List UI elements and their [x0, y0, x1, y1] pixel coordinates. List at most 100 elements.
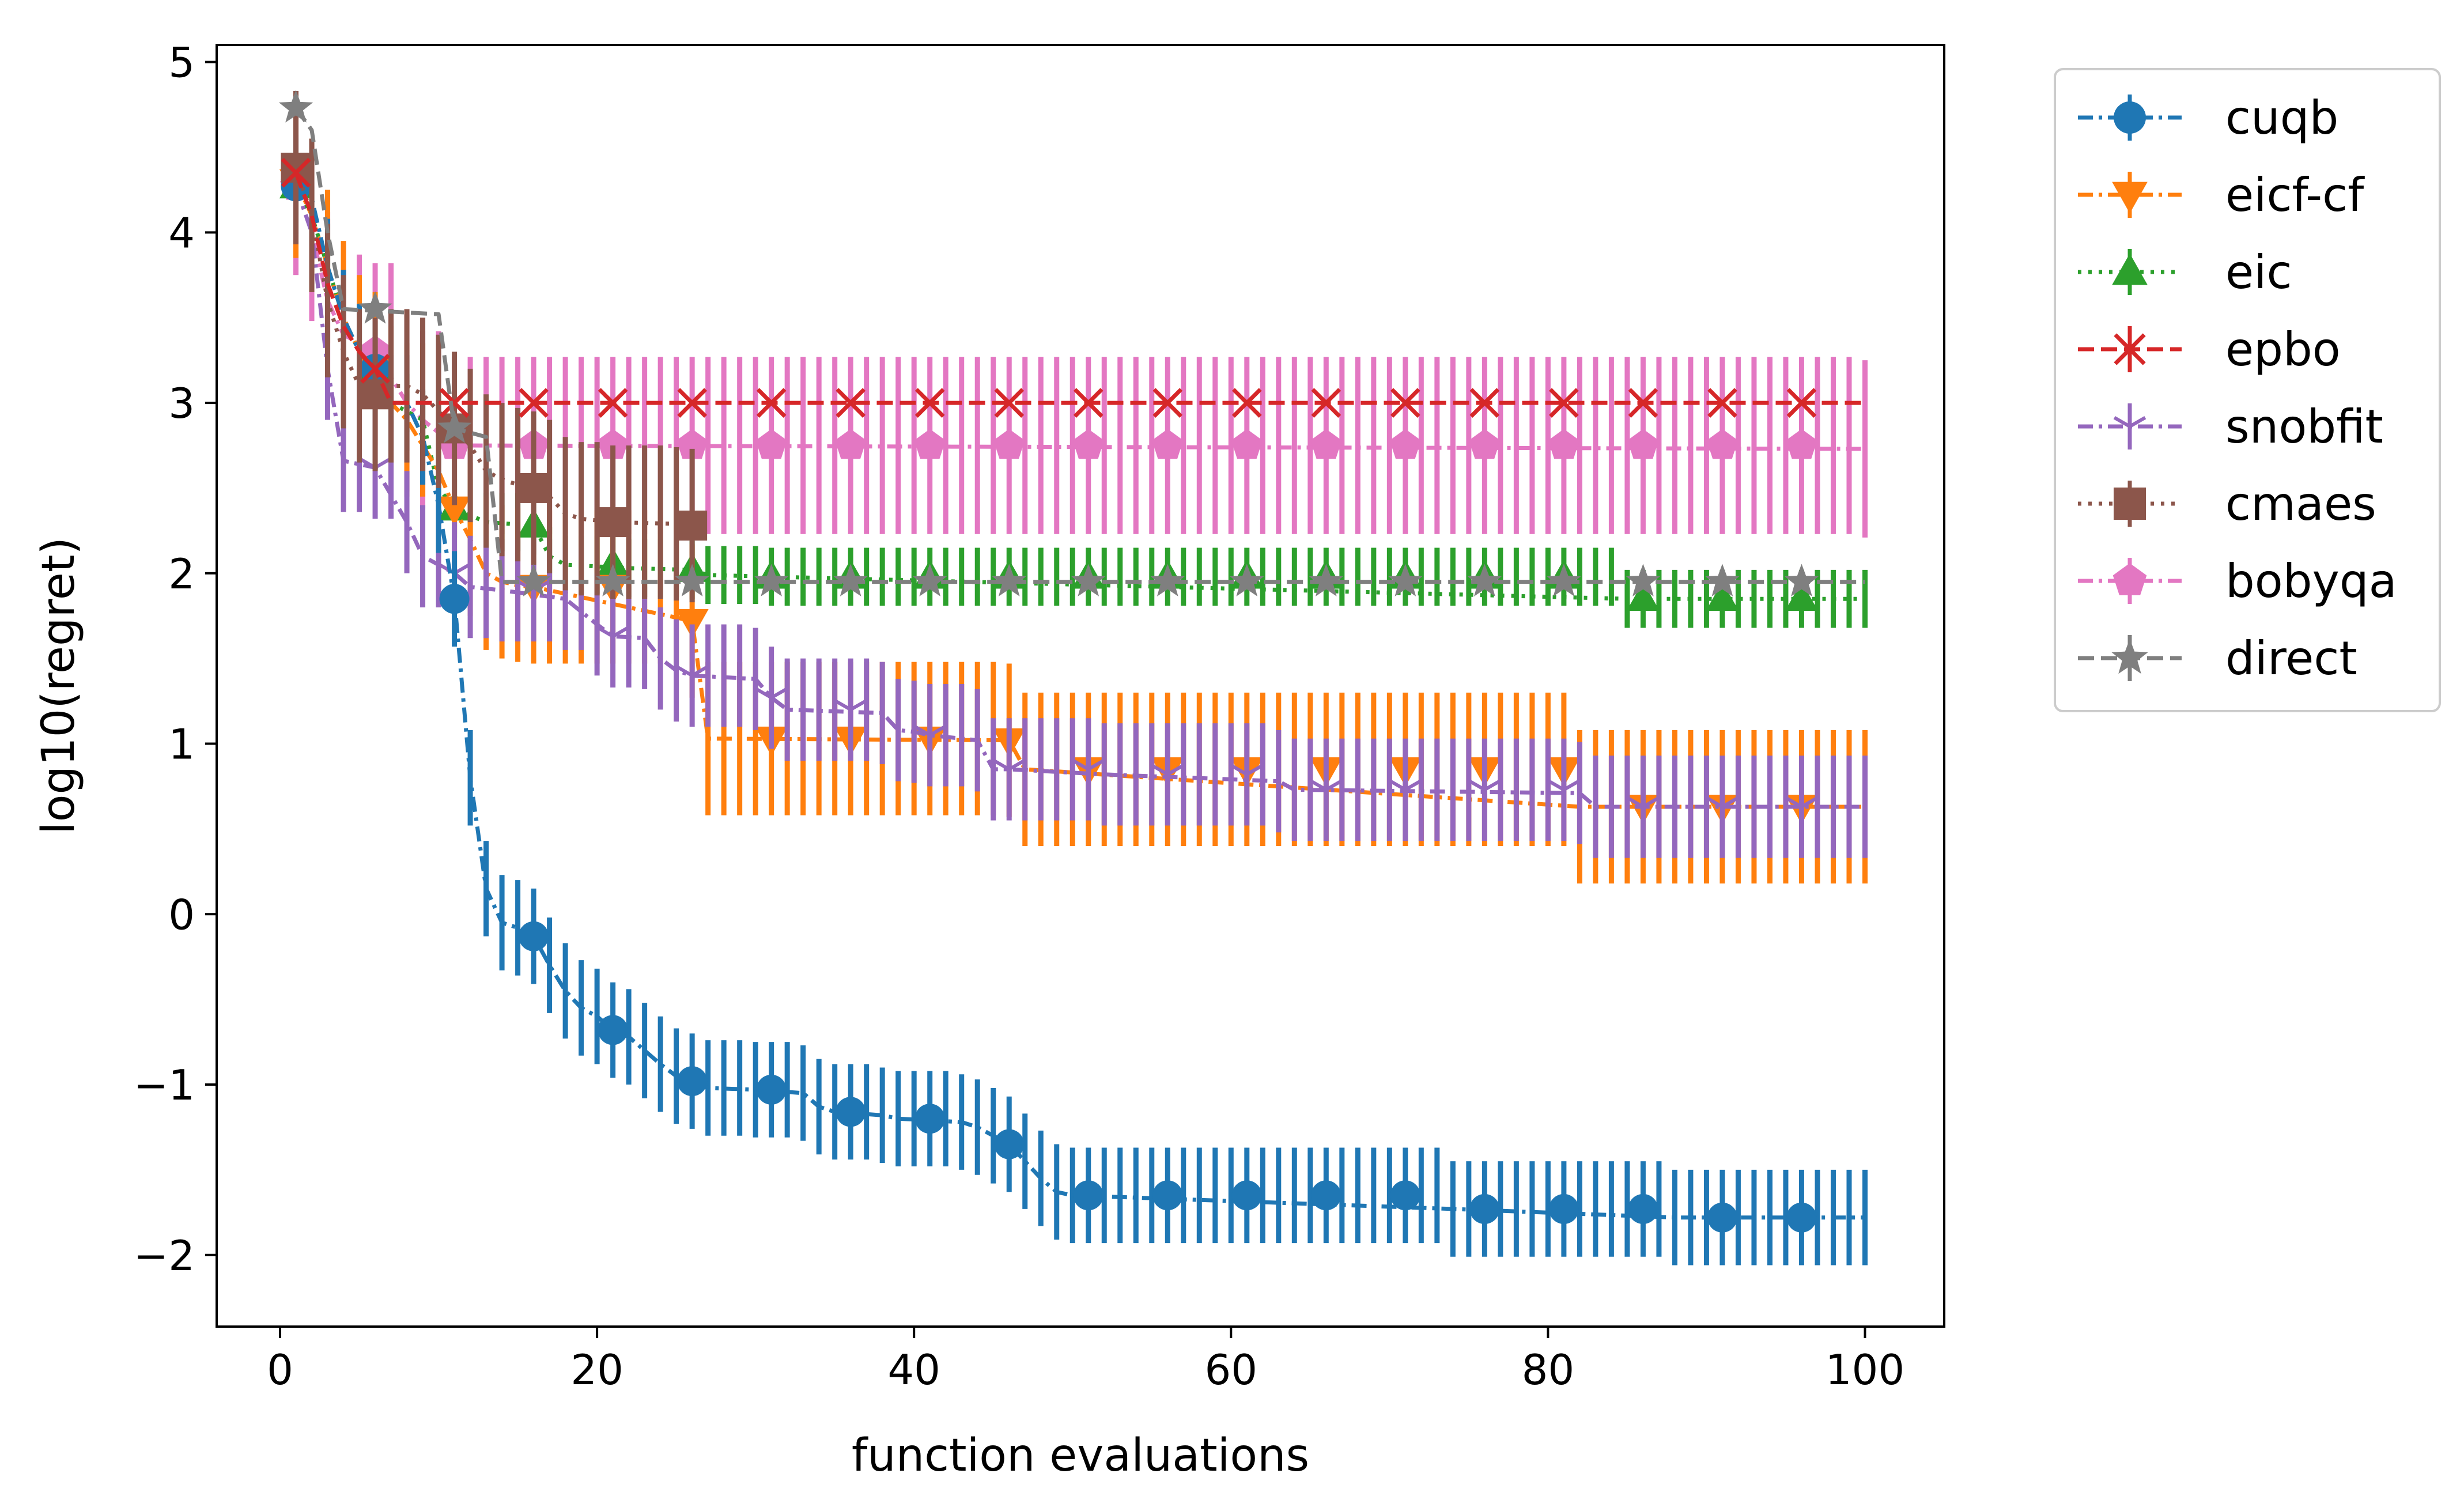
data-point-direct — [1071, 564, 1106, 596]
x-tick-label: 20 — [570, 1346, 623, 1394]
data-point-cuqb — [756, 1074, 787, 1105]
data-point-cuqb — [1073, 1180, 1103, 1211]
legend-marker — [2114, 488, 2146, 520]
data-point-epbo — [1786, 388, 1817, 418]
markers-cmaes — [281, 152, 708, 541]
x-axis-label: function evaluations — [852, 1430, 1309, 1482]
data-point-bobyqa — [834, 429, 867, 459]
data-point-epbo — [1311, 388, 1341, 418]
data-point-epbo — [836, 388, 866, 418]
data-point-epbo — [1469, 388, 1500, 418]
series-cuqb — [281, 138, 1868, 1266]
legend-label: cmaes — [2225, 477, 2376, 531]
series-line-epbo — [294, 172, 1865, 405]
legend: cuqb eicf-cf eic epbo snobfit cmaes bobyqa dire… — [2054, 68, 2441, 712]
data-point-snobfit — [914, 725, 946, 752]
data-point-eic — [1626, 581, 1660, 611]
data-point-cuqb — [519, 921, 549, 951]
data-point-epbo — [1231, 388, 1262, 418]
y-tick-label: 0 — [168, 890, 195, 939]
x-tick-label: 40 — [887, 1346, 940, 1394]
data-point-epbo — [677, 388, 708, 418]
data-point-direct — [913, 564, 947, 596]
data-point-epbo — [439, 388, 470, 418]
data-point-cuqb — [1469, 1193, 1500, 1224]
data-point-cuqb — [598, 1015, 628, 1045]
legend-label: eic — [2225, 245, 2292, 299]
data-point-epbo — [281, 157, 311, 188]
x-tick-label: 80 — [1522, 1346, 1575, 1394]
legend-label: eicf-cf — [2225, 168, 2365, 222]
data-point-cuqb — [677, 1066, 708, 1097]
data-point-direct — [1467, 564, 1502, 596]
data-point-epbo — [756, 388, 787, 418]
legend-label: direct — [2225, 632, 2357, 685]
legend-entry-snobfit: snobfit — [2078, 400, 2383, 454]
data-point-eic — [1706, 581, 1739, 611]
data-point-direct — [1784, 564, 1819, 596]
data-point-direct — [675, 564, 709, 596]
data-point-bobyqa — [1548, 429, 1580, 459]
data-point-cuqb — [1152, 1180, 1183, 1211]
data-point-epbo — [1549, 388, 1579, 418]
data-point-snobfit — [835, 700, 866, 726]
markers-snobfit — [281, 176, 1817, 824]
data-point-bobyqa — [676, 429, 708, 459]
data-point-snobfit — [1310, 780, 1341, 806]
y-axis-label: log10(regret) — [33, 537, 85, 834]
y-tick-label: 3 — [168, 379, 195, 428]
data-point-bobyqa — [1231, 429, 1263, 459]
error-bars-cuqb — [293, 138, 1868, 1266]
legend-entry-cuqb: cuqb — [2078, 91, 2338, 145]
data-point-bobyqa — [1469, 429, 1501, 459]
data-point-bobyqa — [1627, 429, 1659, 459]
data-point-direct — [1388, 564, 1423, 596]
data-point-epbo — [1628, 388, 1658, 418]
data-point-direct — [278, 90, 313, 123]
data-point-direct — [437, 410, 472, 443]
markers-eic — [279, 169, 1819, 611]
data-point-eicf-cf — [675, 609, 709, 639]
legend-entry-cmaes: cmaes — [2078, 477, 2376, 531]
data-point-snobfit — [1152, 764, 1183, 791]
series-snobfit — [281, 135, 1868, 858]
data-point-cuqb — [1628, 1193, 1658, 1224]
data-point-epbo — [1707, 388, 1737, 418]
markers-direct — [278, 90, 1819, 596]
data-point-cuqb — [836, 1097, 866, 1127]
y-tick-label: 5 — [168, 39, 195, 87]
data-point-epbo — [598, 388, 628, 418]
legend-marker — [2111, 639, 2148, 674]
data-point-eic — [1785, 581, 1819, 611]
data-point-epbo — [994, 388, 1025, 418]
legend-entry-eic: eic — [2078, 245, 2292, 299]
data-point-direct — [833, 564, 868, 596]
data-point-eicf-cf — [437, 496, 471, 526]
chart-marks — [278, 90, 1868, 1266]
data-point-bobyqa — [1072, 429, 1104, 459]
y-tick-label: −2 — [134, 1232, 195, 1280]
legend-entry-epbo: epbo — [2078, 323, 2341, 376]
legend-marker — [2114, 101, 2146, 134]
data-point-bobyqa — [597, 429, 629, 459]
data-point-direct — [1230, 564, 1264, 596]
data-point-bobyqa — [1310, 429, 1342, 459]
data-point-direct — [1150, 564, 1185, 596]
data-point-snobfit — [1707, 797, 1738, 824]
plot-frame — [216, 44, 1945, 1328]
data-point-epbo — [1073, 388, 1103, 418]
legend-marker — [2114, 333, 2146, 365]
data-point-bobyqa — [914, 429, 946, 459]
markers-epbo — [281, 157, 1817, 418]
data-point-cuqb — [1707, 1202, 1737, 1233]
data-point-snobfit — [1231, 764, 1263, 791]
legend-marker — [2112, 253, 2148, 285]
data-point-direct — [516, 564, 551, 596]
legend-box — [2054, 68, 2441, 712]
data-point-epbo — [519, 388, 549, 418]
data-point-cmaes — [677, 511, 708, 541]
y-tick-label: −1 — [134, 1061, 195, 1109]
data-point-direct — [992, 564, 1026, 596]
data-point-cuqb — [994, 1129, 1025, 1159]
